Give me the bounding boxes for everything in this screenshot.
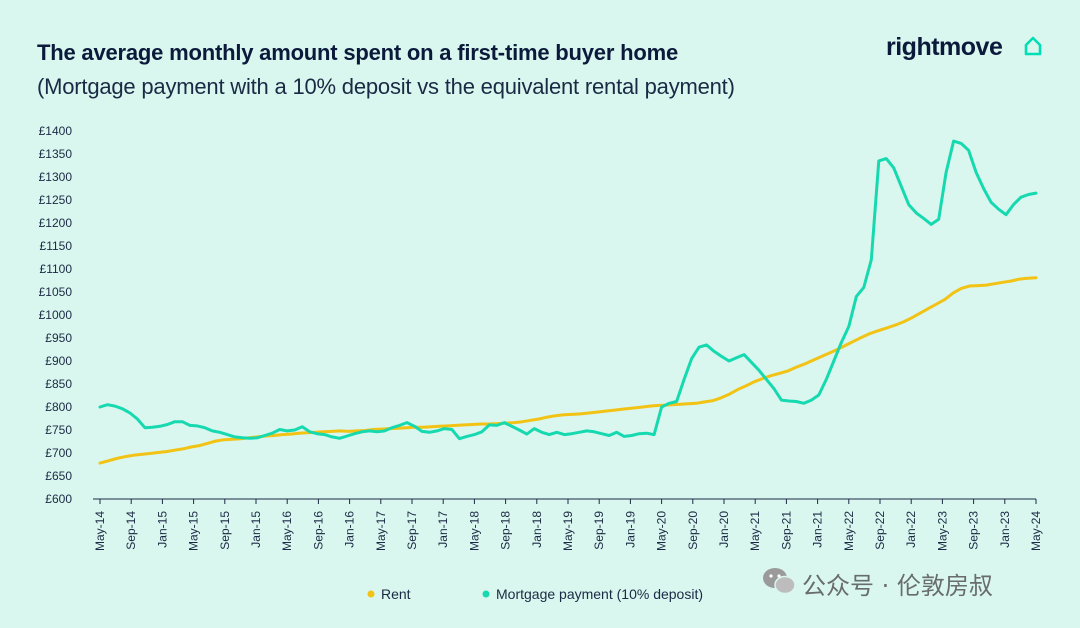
chart-subtitle: (Mortgage payment with a 10% deposit vs … (37, 74, 735, 99)
x-tick-label: Jan-16 (343, 511, 357, 548)
x-tick-label: May-16 (280, 511, 294, 551)
x-tick-label: Sep-20 (686, 511, 700, 550)
y-tick-label: £1250 (39, 193, 73, 207)
mortgage-series-line (98, 139, 1038, 441)
y-tick-label: £1000 (39, 308, 73, 322)
x-tick-label: Sep-15 (218, 511, 232, 550)
y-tick-label: £700 (45, 446, 72, 460)
y-tick-label: £950 (45, 331, 72, 345)
y-tick-label: £1400 (39, 124, 73, 138)
y-tick-label: £1100 (40, 262, 73, 276)
legend-label: Mortgage payment (10% deposit) (496, 586, 703, 602)
x-tick-label: Jan-18 (530, 511, 544, 548)
legend-marker (482, 590, 490, 598)
legend: Rent Mortgage payment (10% deposit) (367, 586, 703, 602)
x-tick-label: Sep-16 (311, 511, 325, 550)
series-layer (98, 139, 1038, 465)
x-tick-label: May-14 (93, 511, 107, 551)
x-tick-label: Sep-22 (873, 511, 887, 550)
x-tick-label: Sep-18 (499, 511, 513, 550)
x-tick-label: Jan-22 (904, 511, 918, 548)
y-tick-label: £800 (45, 400, 72, 414)
y-tick-label: £850 (45, 377, 72, 391)
x-tick-label: May-24 (1029, 511, 1043, 551)
x-tick-label: May-17 (374, 511, 388, 551)
x-tick-label: Jan-23 (998, 511, 1012, 548)
x-tick-label: Jan-17 (436, 511, 450, 548)
y-tick-label: £1150 (40, 239, 73, 253)
y-tick-label: £1350 (39, 147, 73, 161)
wechat-icon (763, 568, 796, 595)
x-tick-label: Sep-23 (967, 511, 981, 550)
watermark-text: 公众号 · 伦敦房叔 (802, 572, 993, 600)
y-tick-label: £1050 (39, 285, 73, 299)
y-tick-label: £900 (45, 354, 72, 368)
x-tick-label: Sep-19 (592, 511, 606, 550)
y-tick-label: £600 (45, 492, 72, 506)
x-tick-label: Sep-17 (405, 511, 419, 550)
x-tick-label: May-21 (748, 511, 762, 551)
x-tick-label: May-23 (935, 511, 949, 551)
chart-title: The average monthly amount spent on a fi… (37, 40, 678, 65)
y-tick-label: £750 (45, 423, 72, 437)
x-tick-label: May-20 (655, 511, 669, 551)
y-axis: £600 £650 £700 £750 £800 £850 £900 £950 £1000 £10… (39, 124, 73, 506)
x-tick-label: May-22 (842, 511, 856, 551)
x-tick-label: Sep-14 (124, 511, 138, 550)
x-tick-label: May-15 (187, 511, 201, 551)
y-tick-label: £1300 (39, 170, 73, 184)
x-tick-label: Jan-15 (249, 511, 263, 548)
x-tick-label: May-19 (561, 511, 575, 551)
legend-marker (367, 590, 375, 598)
y-tick-label: £1200 (39, 216, 73, 230)
x-tick-label: May-18 (467, 511, 481, 551)
x-tick-label: Jan-19 (623, 511, 637, 548)
x-axis: May-14 Sep-14 Jan-15 May-15 Sep-15 Jan-15 May-… (93, 498, 1043, 551)
legend-label: Rent (381, 586, 411, 602)
rightmove-logo: rightmove (886, 33, 1003, 61)
house-outline-icon (1024, 36, 1042, 56)
x-tick-label: Sep-21 (779, 511, 793, 550)
x-tick-label: Jan-15 (155, 511, 169, 548)
x-tick-label: Jan-20 (717, 511, 731, 548)
y-tick-label: £650 (45, 469, 72, 483)
x-tick-label: Jan-21 (811, 511, 825, 548)
